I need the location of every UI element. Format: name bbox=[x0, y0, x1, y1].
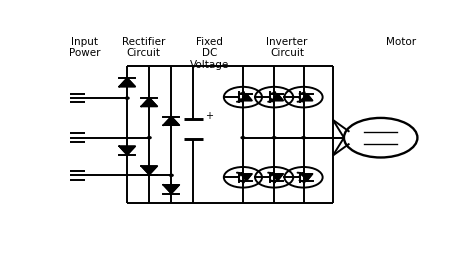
Circle shape bbox=[147, 137, 151, 139]
Polygon shape bbox=[301, 174, 312, 181]
Text: Input
Power: Input Power bbox=[69, 37, 100, 58]
Polygon shape bbox=[241, 94, 252, 100]
Circle shape bbox=[241, 137, 245, 139]
Circle shape bbox=[170, 174, 173, 176]
Text: Inverter
Circuit: Inverter Circuit bbox=[266, 37, 308, 58]
Polygon shape bbox=[141, 98, 157, 106]
Polygon shape bbox=[141, 166, 157, 175]
Text: Fixed
DC
Voltage: Fixed DC Voltage bbox=[190, 37, 229, 70]
Polygon shape bbox=[163, 185, 179, 194]
Text: Motor: Motor bbox=[386, 37, 416, 47]
Polygon shape bbox=[272, 174, 283, 181]
Polygon shape bbox=[119, 78, 135, 87]
Circle shape bbox=[301, 137, 305, 139]
Polygon shape bbox=[272, 94, 283, 100]
Polygon shape bbox=[163, 116, 179, 125]
Polygon shape bbox=[119, 146, 135, 155]
Circle shape bbox=[272, 137, 276, 139]
Circle shape bbox=[125, 97, 129, 99]
Text: Rectifier
Circuit: Rectifier Circuit bbox=[122, 37, 165, 58]
Polygon shape bbox=[241, 174, 252, 181]
Polygon shape bbox=[301, 94, 312, 100]
Text: +: + bbox=[205, 111, 213, 121]
